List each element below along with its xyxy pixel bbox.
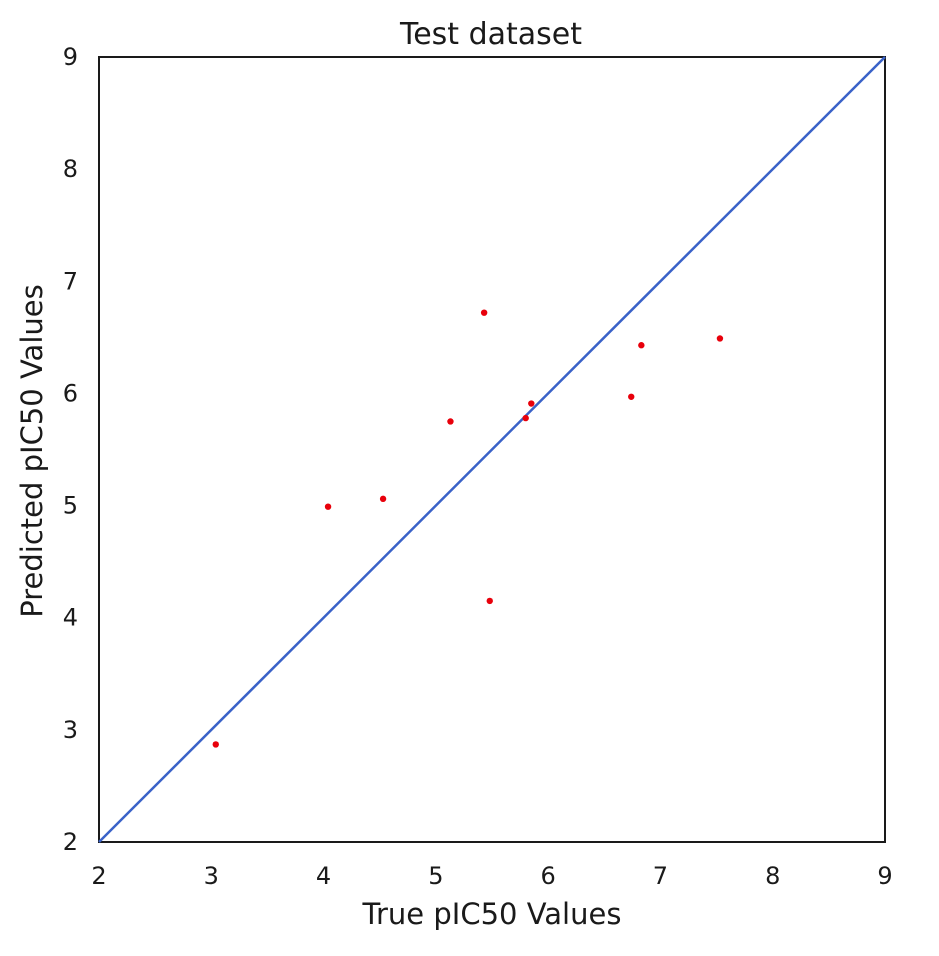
y-axis-ticks: 2 3 4 5 6 7 8 9: [63, 43, 78, 856]
x-tick-label: 2: [91, 862, 106, 890]
data-point: [716, 335, 724, 342]
x-tick-label: 7: [653, 862, 668, 890]
x-tick-label: 8: [765, 862, 780, 890]
data-point: [638, 342, 645, 349]
x-tick-label: 3: [204, 862, 219, 890]
data-point: [379, 495, 387, 503]
y-tick-label: 9: [63, 43, 78, 71]
data-point: [528, 400, 535, 407]
x-tick-label: 5: [428, 862, 443, 890]
data-point: [486, 597, 493, 605]
y-axis-label: Predicted pIC50 Values: [15, 284, 49, 617]
data-point: [447, 418, 454, 425]
x-tick-label: 4: [316, 862, 331, 890]
y-tick-label: 5: [63, 492, 78, 520]
y-tick-label: 3: [63, 716, 78, 744]
plot-area: [98, 56, 886, 843]
x-axis-label: True pIC50 Values: [362, 897, 622, 931]
data-point: [212, 741, 219, 748]
data-points: [212, 309, 724, 748]
x-axis-ticks: 2 3 4 5 6 7 8 9: [91, 862, 892, 890]
data-point: [324, 503, 332, 510]
y-tick-label: 7: [63, 267, 78, 295]
data-point: [480, 309, 488, 316]
y-tick-label: 8: [63, 155, 78, 183]
data-point: [522, 414, 529, 422]
y-tick-label: 6: [63, 379, 78, 407]
identity-line: [98, 56, 886, 843]
x-tick-label: 6: [541, 862, 556, 890]
chart-title: Test dataset: [399, 17, 582, 52]
x-tick-label: 9: [877, 862, 892, 890]
data-point: [628, 393, 635, 400]
y-tick-label: 2: [63, 828, 78, 856]
y-tick-label: 4: [63, 604, 78, 632]
